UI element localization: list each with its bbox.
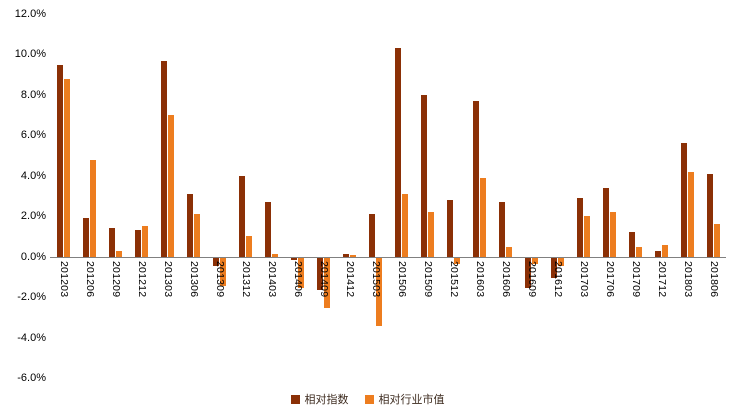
legend-swatch-icon	[364, 394, 374, 404]
x-tick-label: 201503	[369, 260, 382, 297]
x-tick-label: 201312	[239, 260, 252, 297]
x-tick-label: 201803	[681, 260, 694, 297]
bar-相对行业市值-201609	[531, 257, 538, 264]
bar-相对行业市值-201706	[609, 212, 616, 257]
bar-相对指数-201506	[394, 48, 401, 257]
bar-相对指数-201403	[264, 202, 271, 257]
bar-相对行业市值-201312	[245, 236, 252, 257]
y-tick-label: 6.0%	[20, 129, 46, 142]
bar-相对指数-201303	[160, 60, 167, 257]
x-tick-label: 201512	[447, 260, 460, 297]
bar-相对指数-201509	[420, 94, 427, 257]
bar-相对行业市值-201203	[63, 78, 70, 257]
y-tick-label: -4.0%	[17, 331, 46, 344]
bar-相对指数-201606	[498, 202, 505, 257]
bar-相对行业市值-201206	[89, 159, 96, 257]
x-tick-label: 201509	[421, 260, 434, 297]
x-tick-label: 201412	[343, 260, 356, 297]
x-tick-label: 201406	[291, 260, 304, 297]
bar-相对指数-201203	[56, 64, 63, 257]
bar-相对行业市值-201606	[505, 246, 512, 257]
y-tick-label: 12.0%	[14, 8, 46, 20]
bar-相对指数-201603	[472, 100, 479, 257]
bar-相对指数-201306	[186, 193, 193, 257]
bar-相对指数-201712	[654, 250, 661, 257]
bar-相对指数-201209	[108, 228, 115, 257]
y-tick-label: 8.0%	[20, 88, 46, 101]
bar-相对指数-201409	[316, 257, 323, 290]
x-tick-label: 201309	[213, 260, 226, 297]
bar-相对行业市值-201209	[115, 250, 122, 257]
bar-相对行业市值-201406	[297, 257, 304, 288]
bar-相对指数-201609	[524, 257, 531, 288]
y-tick-label: -6.0%	[17, 372, 46, 384]
x-tick-label: 201712	[655, 260, 668, 297]
bar-相对行业市值-201303	[167, 115, 174, 257]
legend-label: 相对指数	[304, 394, 349, 406]
y-tick-label: -2.0%	[17, 291, 46, 304]
bar-相对指数-201806	[706, 173, 713, 257]
x-tick-label: 201703	[577, 260, 590, 297]
bar-相对行业市值-201709	[635, 246, 642, 257]
bar-相对指数-201709	[628, 232, 635, 257]
bar-相对行业市值-201512	[453, 257, 460, 264]
bar-相对行业市值-201612	[557, 257, 564, 266]
bar-相对指数-201512	[446, 200, 453, 257]
x-tick-label: 201609	[525, 260, 538, 297]
legend-swatch-icon	[290, 394, 300, 404]
legend-item-相对指数: 相对指数	[290, 391, 349, 407]
x-tick-label: 201606	[499, 260, 512, 297]
bar-相对行业市值-201703	[583, 216, 590, 257]
x-axis-line	[50, 256, 726, 258]
bar-相对行业市值-201403	[271, 253, 278, 257]
x-tick-label: 201603	[473, 260, 486, 297]
bar-相对行业市值-201412	[349, 254, 356, 257]
y-tick-label: 10.0%	[14, 48, 46, 61]
x-tick-label: 201806	[707, 260, 720, 297]
legend: 相对指数 相对行业市值	[0, 391, 735, 407]
bar-相对行业市值-201712	[661, 244, 668, 257]
bar-相对行业市值-201309	[219, 257, 226, 286]
bar-相对行业市值-201806	[713, 224, 720, 257]
bar-相对指数-201212	[134, 230, 141, 257]
x-tick-label: 201612	[551, 260, 564, 297]
x-tick-label: 201303	[161, 260, 174, 297]
x-tick-label: 201706	[603, 260, 616, 297]
bar-相对指数-201612	[550, 257, 557, 278]
y-tick-label: 4.0%	[20, 169, 46, 182]
legend-item-相对行业市值: 相对行业市值	[364, 391, 445, 407]
y-tick-label: 2.0%	[20, 210, 46, 223]
x-tick-label: 201206	[83, 260, 96, 297]
x-tick-label: 201409	[317, 260, 330, 297]
x-tick-label: 201209	[109, 260, 122, 297]
bar-相对行业市值-201803	[687, 171, 694, 257]
bar-相对指数-201406	[290, 257, 297, 260]
x-tick-label: 201709	[629, 260, 642, 297]
bar-相对指数-201503	[368, 214, 375, 257]
bar-相对行业市值-201503	[375, 257, 382, 327]
bar-相对行业市值-201409	[323, 257, 330, 309]
bar-相对指数-201412	[342, 253, 349, 257]
x-tick-label: 201212	[135, 260, 148, 297]
bar-相对指数-201706	[602, 187, 609, 257]
bar-相对行业市值-201509	[427, 212, 434, 257]
x-tick-label: 201203	[57, 260, 70, 297]
legend-label: 相对行业市值	[378, 394, 445, 406]
bar-相对指数-201803	[680, 143, 687, 257]
x-tick-label: 201306	[187, 260, 200, 297]
x-tick-label: 201403	[265, 260, 278, 297]
bar-相对指数-201309	[212, 257, 219, 266]
bar-相对指数-201206	[82, 218, 89, 257]
bar-相对指数-201703	[576, 198, 583, 257]
bar-相对行业市值-201506	[401, 193, 408, 257]
y-tick-label: 0.0%	[20, 250, 46, 263]
bar-相对行业市值-201306	[193, 214, 200, 257]
bar-相对行业市值-201212	[141, 226, 148, 257]
bar-相对指数-201312	[238, 175, 245, 257]
bar-相对行业市值-201603	[479, 177, 486, 257]
x-tick-label: 201506	[395, 260, 408, 297]
